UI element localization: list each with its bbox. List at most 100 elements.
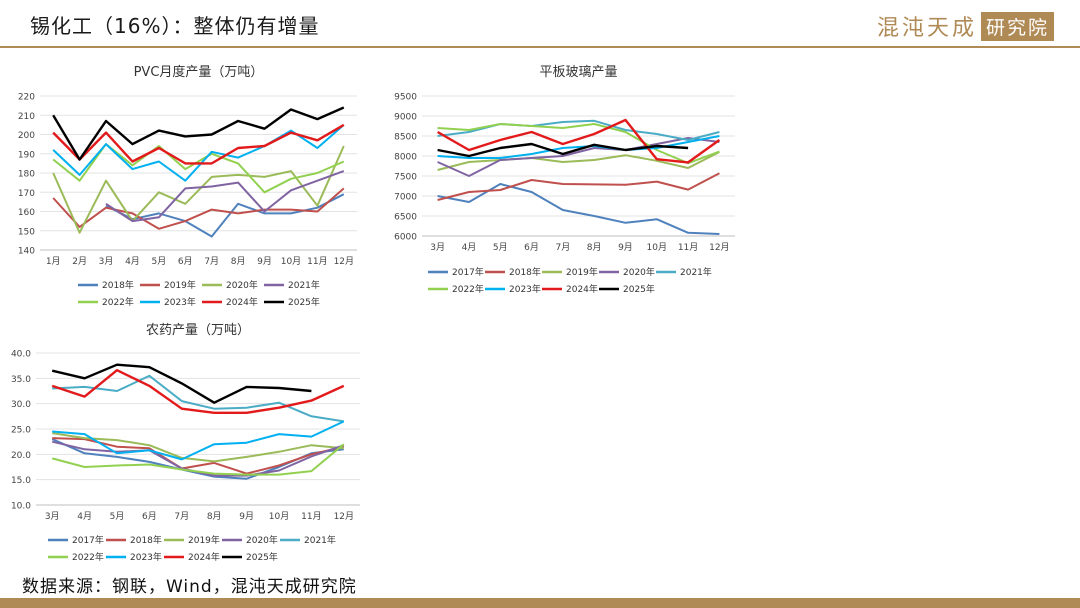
x-tick-label: 3月 bbox=[45, 511, 60, 522]
chart-title: 农药产量（万吨） bbox=[146, 323, 250, 338]
x-tick-label: 8月 bbox=[207, 511, 222, 522]
legend-label: 2019年 bbox=[566, 266, 598, 278]
y-tick-label: 9000 bbox=[394, 113, 417, 123]
series-line-2020年 bbox=[52, 145, 345, 234]
legend-label: 2021年 bbox=[680, 266, 712, 278]
series-line-2018年 bbox=[52, 437, 345, 475]
brand-logo: 混沌天成 研究院 bbox=[877, 10, 1054, 42]
x-tick-label: 7月 bbox=[204, 256, 219, 267]
x-tick-label: 12月 bbox=[334, 511, 354, 522]
legend-label: 2025年 bbox=[288, 296, 320, 308]
x-tick-label: 11月 bbox=[307, 256, 327, 267]
y-tick-label: 160 bbox=[18, 208, 35, 218]
legend-label: 2024年 bbox=[226, 296, 258, 308]
legend-label: 2017年 bbox=[72, 534, 104, 546]
x-tick-label: 11月 bbox=[301, 511, 321, 522]
legend-label: 2020年 bbox=[246, 534, 278, 546]
x-tick-label: 6月 bbox=[178, 256, 193, 267]
y-tick-label: 9500 bbox=[394, 93, 417, 103]
series-line-2021年 bbox=[437, 119, 720, 141]
y-tick-label: 20.0 bbox=[11, 451, 31, 461]
legend-label: 2023年 bbox=[509, 283, 541, 295]
series-line-2024年 bbox=[437, 118, 721, 164]
pesticide-chart: 农药产量（万吨） 10.0 15.0 20.0 25.0 30.0 35.0 40.0 3月 4月… bbox=[11, 323, 360, 563]
series-line-2021年 bbox=[52, 374, 344, 423]
x-tick-label: 7月 bbox=[174, 511, 189, 522]
y-tick-label: 190 bbox=[18, 150, 35, 160]
series-line-2019年 bbox=[437, 151, 720, 171]
series-line-2024年 bbox=[51, 369, 345, 414]
x-tick-label: 9月 bbox=[257, 256, 272, 267]
series-line-2018年 bbox=[437, 172, 720, 201]
y-tick-label: 6500 bbox=[394, 213, 417, 223]
series-line-2021年 bbox=[105, 170, 345, 223]
x-tick-label: 5月 bbox=[110, 511, 125, 522]
brand-box: 研究院 bbox=[980, 11, 1054, 41]
legend-label: 2019年 bbox=[188, 534, 220, 546]
y-tick-label: 35.0 bbox=[11, 375, 31, 385]
x-tick-label: 12月 bbox=[334, 256, 354, 267]
y-tick-label: 170 bbox=[18, 189, 35, 199]
series-line-2019年 bbox=[52, 432, 344, 463]
legend-label: 2024年 bbox=[188, 551, 220, 563]
legend-label: 2021年 bbox=[304, 534, 336, 546]
x-tick-label: 9月 bbox=[239, 511, 254, 522]
legend-label: 2018年 bbox=[102, 279, 134, 291]
y-tick-label: 8000 bbox=[394, 153, 417, 163]
legend-label: 2022年 bbox=[72, 551, 104, 563]
series-line-2022年 bbox=[52, 143, 345, 194]
legend-label: 2021年 bbox=[288, 279, 320, 291]
series-line-2023年 bbox=[437, 135, 720, 159]
series-line-2017年 bbox=[437, 183, 720, 235]
legend-label: 2017年 bbox=[452, 266, 484, 278]
x-tick-label: 10月 bbox=[269, 511, 289, 522]
series-line-2022年 bbox=[51, 443, 345, 476]
x-tick-label: 1月 bbox=[46, 256, 61, 267]
y-tick-label: 10.0 bbox=[11, 502, 31, 512]
series-line-2025年 bbox=[437, 142, 689, 158]
y-tick-label: 7000 bbox=[394, 193, 417, 203]
chart-title: PVC月度产量（万吨） bbox=[134, 64, 264, 80]
legend-label: 2025年 bbox=[246, 551, 278, 563]
x-tick-label: 5月 bbox=[493, 242, 508, 253]
series-line-2025年 bbox=[52, 106, 345, 161]
x-tick-label: 2月 bbox=[72, 256, 87, 267]
y-tick-label: 140 bbox=[18, 247, 35, 257]
glass-chart: 平板玻璃产量 6000 6500 7000 7500 8000 8500 9000 9500 3月… bbox=[394, 65, 735, 295]
y-tick-label: 30.0 bbox=[11, 400, 31, 410]
series-line-2022年 bbox=[437, 123, 720, 165]
footer-bar bbox=[0, 598, 1080, 608]
legend-label: 2018年 bbox=[509, 266, 541, 278]
x-tick-label: 4月 bbox=[77, 511, 92, 522]
y-tick-label: 220 bbox=[18, 93, 35, 103]
y-tick-label: 8500 bbox=[394, 133, 417, 143]
x-tick-label: 10月 bbox=[281, 256, 301, 267]
legend-label: 2023年 bbox=[130, 551, 162, 563]
y-tick-label: 210 bbox=[18, 112, 35, 122]
x-tick-label: 6月 bbox=[142, 511, 157, 522]
legend-label: 2019年 bbox=[164, 279, 196, 291]
x-tick-label: 11月 bbox=[678, 242, 698, 253]
y-tick-label: 25.0 bbox=[11, 426, 31, 436]
chart-title: 平板玻璃产量 bbox=[539, 65, 617, 80]
x-tick-label: 9月 bbox=[618, 242, 633, 253]
series-line-2025年 bbox=[51, 363, 312, 404]
x-tick-label: 6月 bbox=[524, 242, 539, 253]
series-line-2020年 bbox=[437, 137, 720, 177]
series-line-2019年 bbox=[52, 187, 345, 230]
legend-label: 2022年 bbox=[102, 296, 134, 308]
x-tick-label: 7月 bbox=[555, 242, 570, 253]
y-tick-label: 7500 bbox=[394, 173, 417, 183]
pvc-chart: PVC月度产量（万吨） 140 150 160 170 180 190 200 210 220 1月… bbox=[18, 64, 357, 308]
y-tick-label: 6000 bbox=[394, 233, 417, 243]
brand-name: 混沌天成 bbox=[876, 16, 977, 41]
series-line-2024年 bbox=[52, 123, 345, 165]
y-tick-label: 180 bbox=[18, 170, 35, 180]
y-tick-label: 40.0 bbox=[11, 350, 31, 360]
x-tick-label: 12月 bbox=[709, 242, 729, 253]
legend-label: 2024年 bbox=[566, 283, 598, 295]
header-divider bbox=[0, 46, 1080, 48]
x-tick-label: 4月 bbox=[462, 242, 477, 253]
series-line-2018年 bbox=[105, 193, 345, 238]
legend-label: 2020年 bbox=[623, 266, 655, 278]
